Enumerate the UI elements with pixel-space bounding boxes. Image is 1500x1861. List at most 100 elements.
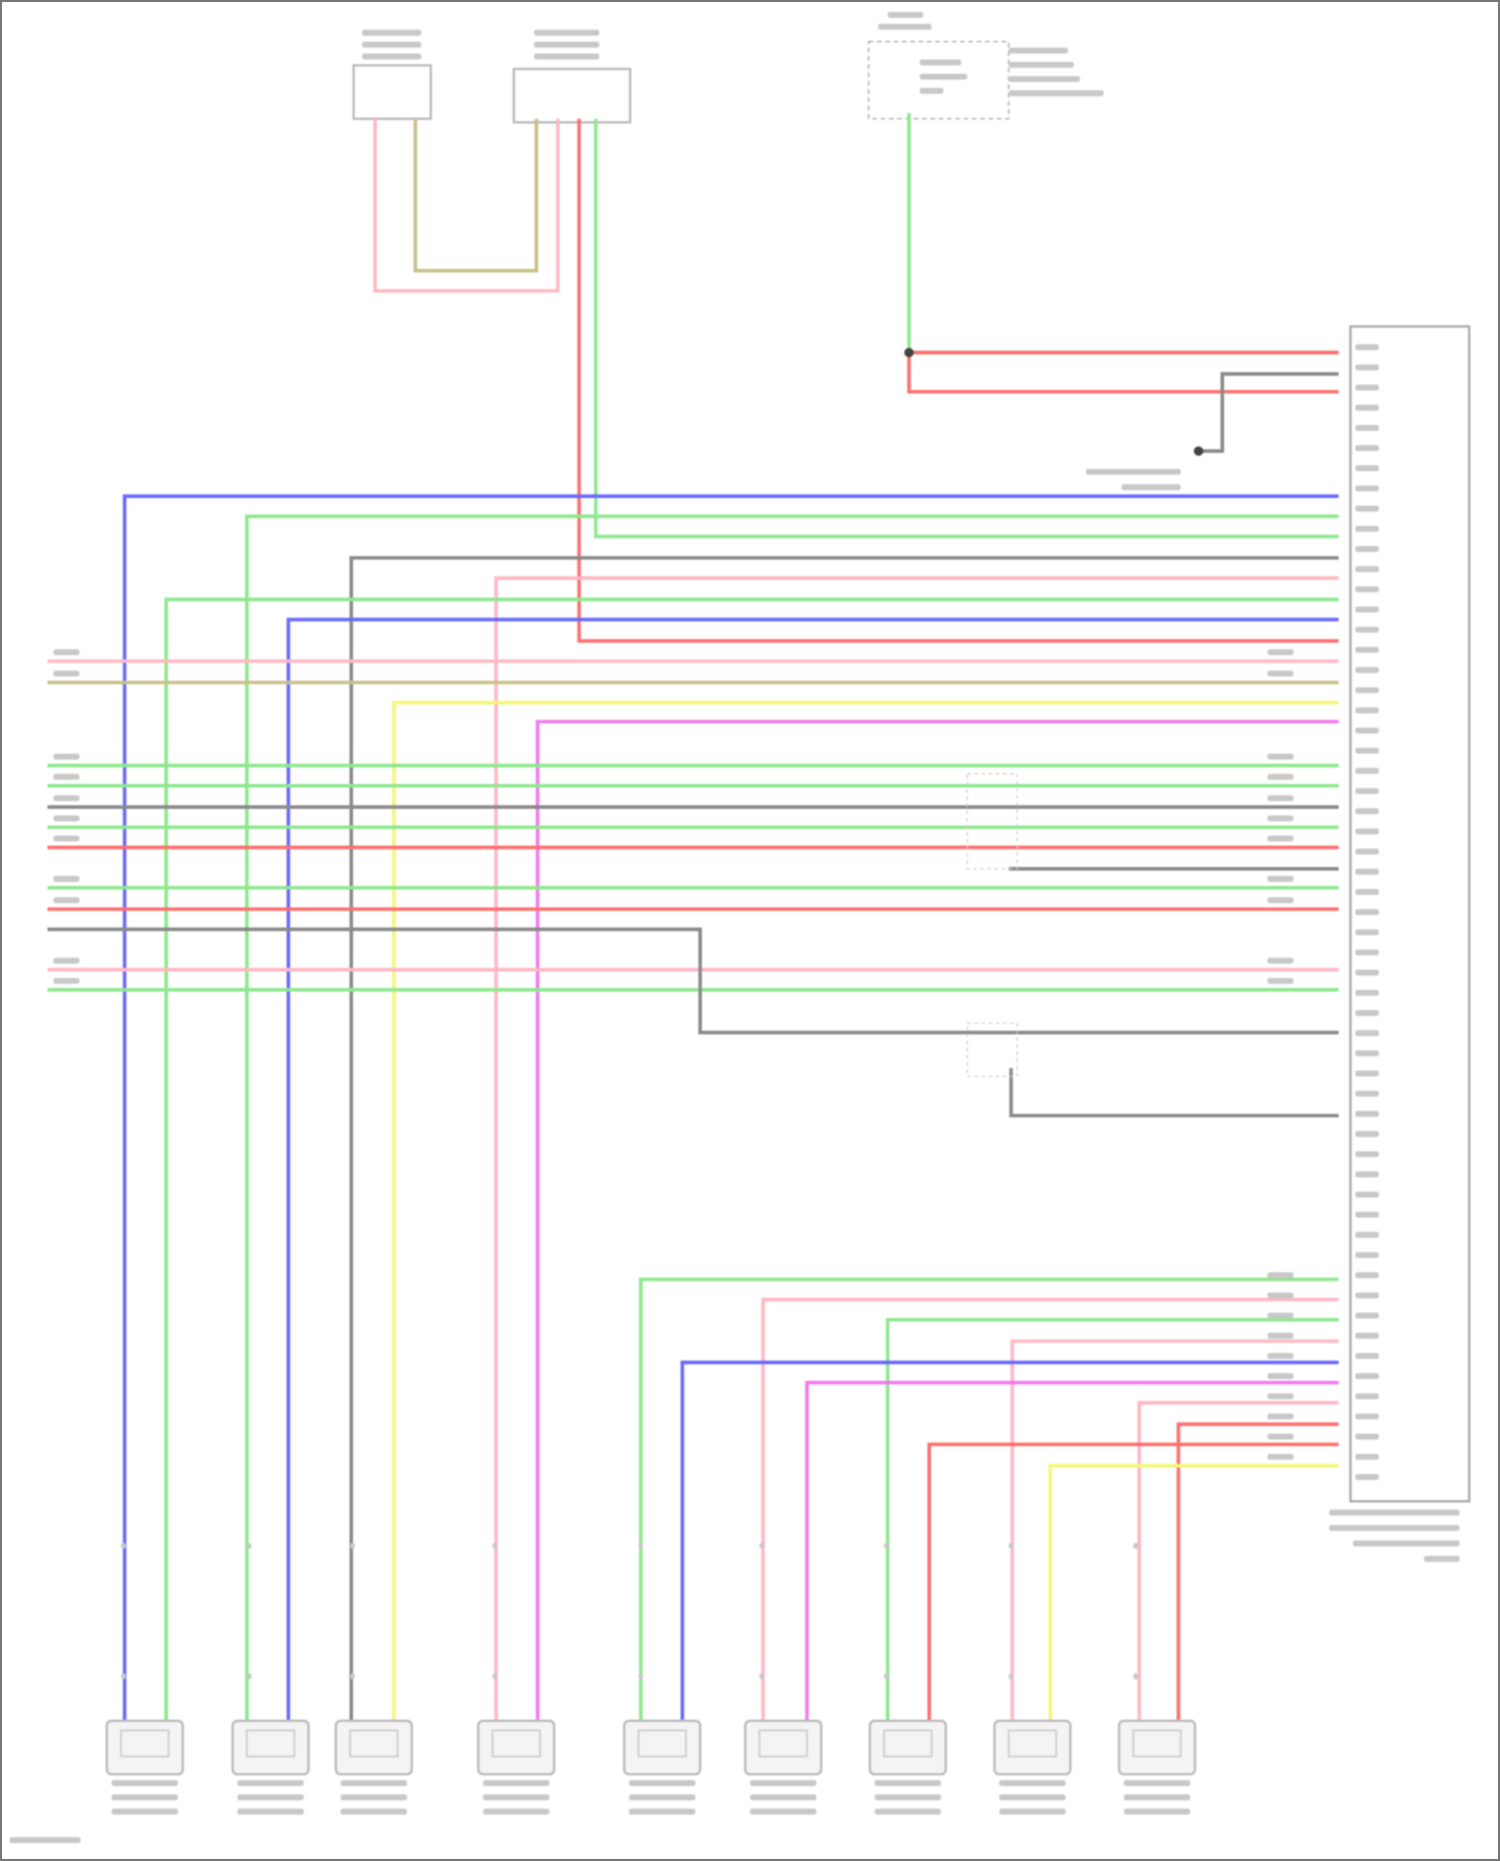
wire-gray — [47, 927, 1339, 1035]
wire-code-label — [1008, 1673, 1014, 1680]
wire-code-label — [638, 1542, 644, 1549]
pin-label — [1355, 485, 1379, 492]
pin-label — [1355, 1191, 1379, 1198]
speaker-label — [1123, 1808, 1191, 1815]
wire-code-label — [350, 1542, 355, 1549]
wire-code-label — [1267, 1413, 1294, 1420]
pin-label — [1355, 868, 1379, 875]
pin-label — [1355, 1474, 1379, 1480]
speaker-connector — [1007, 1729, 1058, 1758]
wire-code-label — [884, 1673, 889, 1680]
amplifier-label — [1329, 1509, 1460, 1516]
speaker-label — [482, 1808, 550, 1815]
wire-code-label — [1267, 835, 1294, 842]
component-label — [1008, 90, 1104, 97]
speaker-connector — [1132, 1729, 1182, 1758]
wire-code-label — [1267, 957, 1294, 964]
pin-label — [1355, 445, 1379, 452]
pin-label — [1355, 465, 1379, 472]
wire-code-label — [53, 670, 80, 677]
pin-label — [1355, 1453, 1379, 1460]
pin-label — [1355, 1030, 1379, 1037]
wire-code-label — [492, 1542, 498, 1549]
wire-code-label — [1267, 977, 1294, 984]
shield-symbol — [966, 773, 1018, 870]
pin-label — [1355, 546, 1379, 552]
speaker-label — [750, 1808, 817, 1815]
pin-label — [1355, 626, 1379, 633]
speaker-label — [999, 1808, 1066, 1815]
wire-code-label — [1267, 1453, 1294, 1460]
speaker-label — [1123, 1794, 1191, 1801]
component-label — [361, 29, 422, 36]
pin-label — [1355, 505, 1379, 512]
component-label — [887, 11, 924, 18]
pin-label — [1355, 727, 1379, 734]
wire-pink — [494, 576, 1339, 1721]
speaker-8-icon — [993, 1719, 1072, 1776]
wire-code-label — [1133, 1542, 1139, 1549]
pin-label — [1355, 767, 1379, 774]
wire-code-label — [1267, 1292, 1294, 1299]
wire-code-label — [121, 1673, 126, 1680]
component-label — [919, 73, 968, 80]
pin-label — [1355, 384, 1379, 391]
wire-code-label — [1267, 670, 1294, 677]
pin-label — [1355, 667, 1379, 673]
wire-gray — [1009, 1068, 1339, 1118]
amplifier-label — [1352, 1540, 1460, 1547]
pin-label — [1355, 1211, 1379, 1218]
pin-label — [1355, 808, 1379, 815]
speaker-5-icon — [623, 1719, 702, 1776]
speaker-label — [628, 1794, 696, 1801]
wire-code-label — [246, 1542, 252, 1549]
wire-code-label — [1267, 1332, 1294, 1339]
speaker-label — [237, 1794, 304, 1801]
wire-green — [885, 1317, 1339, 1721]
pin-label — [1355, 1171, 1379, 1178]
wire-code-label — [1267, 897, 1294, 904]
wire-code-label — [1267, 875, 1294, 882]
wire-code-label — [53, 753, 80, 760]
speaker-label — [111, 1794, 179, 1801]
wire-code-label — [53, 815, 80, 822]
left-front-speaker-connector — [512, 67, 632, 124]
speaker-connector — [120, 1729, 170, 1758]
wire-green — [593, 118, 1339, 539]
speaker-label — [340, 1780, 408, 1787]
pin-label — [1355, 828, 1379, 835]
component-label — [919, 59, 962, 66]
wire-magenta — [535, 719, 1339, 1721]
pin-label — [1355, 747, 1379, 754]
wire-tan-tweeter — [413, 118, 539, 273]
wire-green — [245, 514, 1339, 1721]
pin-label — [1355, 344, 1379, 351]
pin-label — [1355, 566, 1379, 573]
shield-symbol — [966, 1022, 1018, 1078]
splice-point — [1193, 446, 1204, 456]
speaker-label — [340, 1794, 408, 1801]
pin-label — [1355, 989, 1379, 996]
wire-green — [639, 1277, 1339, 1721]
speaker-label — [874, 1794, 942, 1801]
pin-label — [1355, 1373, 1379, 1380]
speaker-label — [999, 1794, 1066, 1801]
splice-point — [904, 347, 914, 358]
wire-code-label — [53, 977, 80, 984]
wire-code-label — [884, 1542, 889, 1549]
component-label — [919, 87, 944, 94]
wire-blue — [680, 1360, 1339, 1721]
speaker-label — [750, 1794, 817, 1801]
speaker-connector — [758, 1729, 808, 1758]
speaker-label — [482, 1794, 550, 1801]
wire-code-label — [1008, 1542, 1014, 1549]
speaker-label — [111, 1780, 179, 1787]
pin-label — [1355, 888, 1379, 895]
speaker-label — [237, 1808, 304, 1815]
wire-magenta — [805, 1380, 1339, 1721]
wire-code-label — [53, 795, 80, 802]
pin-label — [1355, 1312, 1379, 1319]
speaker-1-icon — [105, 1719, 184, 1776]
wire-red — [907, 352, 1339, 394]
